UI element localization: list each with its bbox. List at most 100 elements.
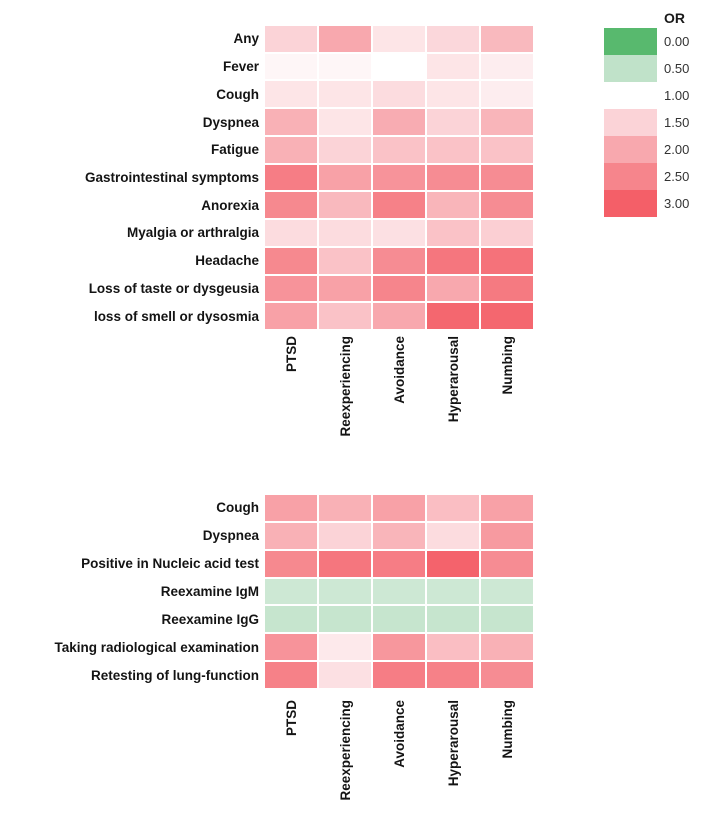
column-label: PTSD [283,336,299,373]
heatmap-cell [427,109,479,135]
heatmap-cell [319,26,371,52]
row-label: Fatigue [210,142,259,158]
heatmap-cell [319,136,371,163]
heatmap-cell [319,662,371,688]
heatmap-cell [481,192,533,219]
legend-swatch [604,190,657,217]
legend-row: 1.00 [604,82,700,109]
heatmap-cell [427,662,479,688]
heatmap-cell [265,136,317,163]
heatmap-cell [319,220,371,246]
row-label: Fever [222,59,259,75]
row-label: Headache [195,253,259,269]
heatmap-cell [373,220,425,246]
heatmap-cell [319,550,371,577]
column-label-cell: Reexperiencing [319,700,371,832]
heatmap-cell [481,53,533,80]
heatmap-cell [481,109,533,135]
legend-value-label: 2.50 [664,169,690,184]
heatmap-cell [427,550,479,577]
heatmap-cell [427,192,479,219]
heatmap-cell [265,192,317,219]
column-label: Hyperarousal [445,700,461,787]
legend-swatch [604,136,657,163]
heatmap-cell [373,606,425,633]
column-label-cell: Numbing [481,336,533,468]
heatmap-cell [427,247,479,274]
column-label-cell: Hyperarousal [427,700,479,832]
column-label: PTSD [283,700,299,737]
heatmap-cell [265,109,317,135]
legend-swatch [604,82,657,109]
row-label: Taking radiological examination [54,639,259,655]
column-label-cell: Hyperarousal [427,336,479,468]
legend-swatch [604,28,657,55]
row-label: Any [233,31,259,47]
column-label: Avoidance [391,336,407,404]
heatmap-cell [427,634,479,661]
column-label: Numbing [499,336,515,395]
row-label: Dyspnea [202,114,259,130]
heatmap-cell [373,53,425,80]
column-label-cell: Avoidance [373,336,425,468]
heatmap-cell [481,164,533,191]
legend-row: 2.00 [604,136,700,163]
heatmap-cell [481,275,533,302]
row-label: Reexamine IgG [161,611,259,627]
row-label: Cough [216,86,259,102]
heatmap-cell [427,164,479,191]
heatmap-cell [481,220,533,246]
legend-row: 0.50 [604,55,700,82]
legend-value-label: 0.00 [664,34,690,49]
heatmap-cell [319,522,371,549]
heatmap-cell [373,136,425,163]
heatmap-cell [265,164,317,191]
heatmap-cell [265,662,317,688]
heatmap-cell [265,578,317,605]
heatmap-cell [427,303,479,329]
panel2-row-labels: Cough Dyspnea Positive in Nucleic acid tes… [0,495,259,688]
heatmap-cell [481,495,533,521]
heatmap-cell [481,26,533,52]
heatmap-cell [265,53,317,80]
row-label: Loss of taste or dysgeusia [88,280,259,296]
heatmap-cell [265,303,317,329]
heatmap-cell [481,247,533,274]
legend-value-label: 1.50 [664,115,690,130]
legend-value-label: 3.00 [664,196,690,211]
column-label: Reexperiencing [337,336,353,437]
heatmap-cell [481,606,533,633]
heatmap-cell [427,606,479,633]
column-label: Hyperarousal [445,336,461,423]
legend-swatch [604,109,657,136]
row-label: Gastrointestinal symptoms [84,169,259,185]
legend-title: OR [664,10,685,26]
heatmap-cell [319,634,371,661]
heatmap-cell [373,275,425,302]
column-label-cell: Numbing [481,700,533,832]
heatmap-cell [319,275,371,302]
column-label-cell: PTSD [265,700,317,832]
row-label: Reexamine IgM [160,583,259,599]
legend-value-label: 1.00 [664,88,690,103]
row-label: Positive in Nucleic acid test [81,556,259,572]
heatmap-cell [265,275,317,302]
heatmap-cell [427,220,479,246]
heatmap-cell [319,606,371,633]
legend-value-label: 2.00 [664,142,690,157]
legend-row: 0.00 [604,28,700,55]
heatmap-cell [427,81,479,108]
heatmap-cell [373,247,425,274]
heatmap-cell [319,81,371,108]
heatmap-cell [481,578,533,605]
heatmap-cell [265,26,317,52]
panel1-row-labels: Any Fever Cough Dyspnea Fatigue Gastrointesti… [0,26,259,329]
legend-swatch [604,55,657,82]
heatmap-cell [427,578,479,605]
heatmap-cell [319,578,371,605]
legend-value-label: 0.50 [664,61,690,76]
heatmap-cell [265,247,317,274]
heatmap-cell [373,81,425,108]
heatmap-cell [265,495,317,521]
heatmap-cell [427,53,479,80]
